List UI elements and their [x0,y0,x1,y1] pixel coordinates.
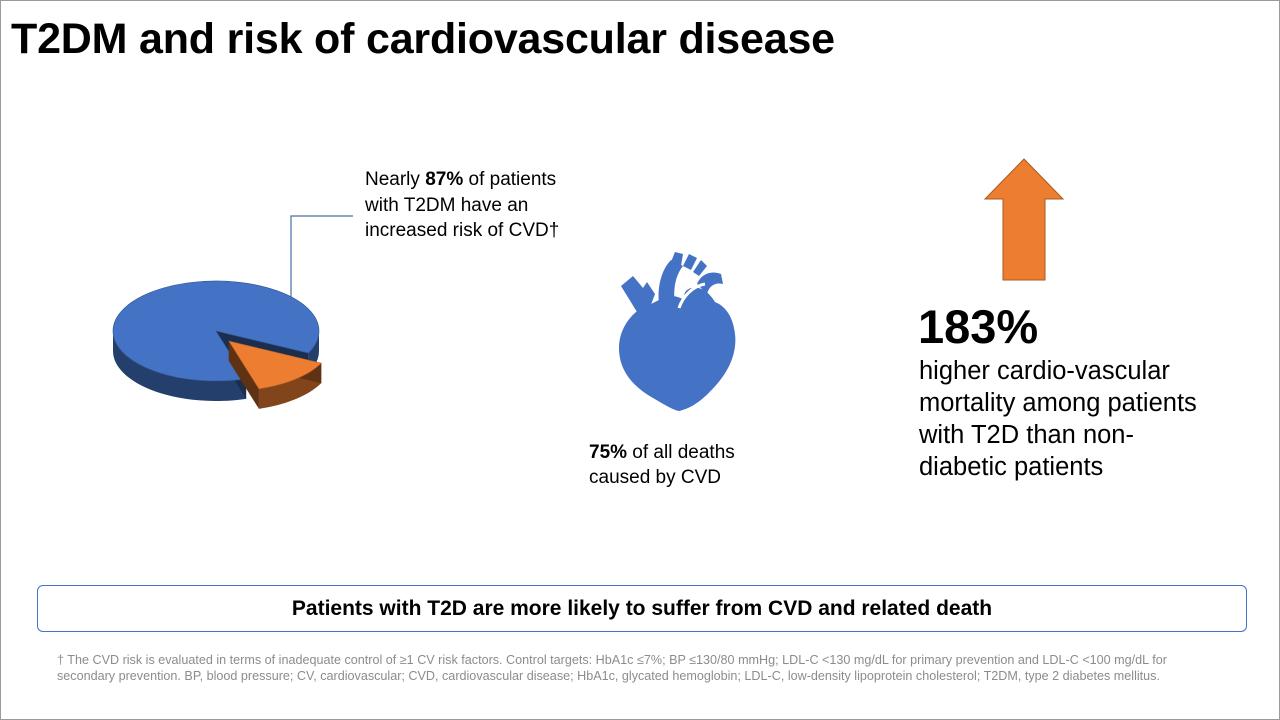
pie-slice-2 [228,340,322,409]
up-arrow-icon [983,158,1065,282]
summary-text: Patients with T2D are more likely to suf… [291,596,993,620]
pie-caption-prefix: Nearly [365,169,426,190]
pie-caption-value: 87% [425,169,464,190]
mortality-text: higher cardio-vascular mortality among p… [919,357,1197,481]
deaths-caption-text: of all deaths caused by CVD [589,442,735,488]
pie-caption-suffix: of patients with T2DM have an increased … [365,169,560,241]
mortality-value: 183% [918,300,1039,353]
slide-title: T2DM and risk of cardiovascular disease [11,15,835,63]
pie-caption: Nearly 87% of patients with T2DM have an… [365,167,565,244]
pie-chart [111,206,361,436]
heart-icon [613,248,739,414]
deaths-caption: 75% of all deaths caused by CVD [589,440,789,490]
deaths-value: 75% [589,442,628,463]
summary-box: Patients with T2D are more likely to suf… [37,585,1247,632]
footnote: † The CVD risk is evaluated in terms of … [57,653,1167,684]
